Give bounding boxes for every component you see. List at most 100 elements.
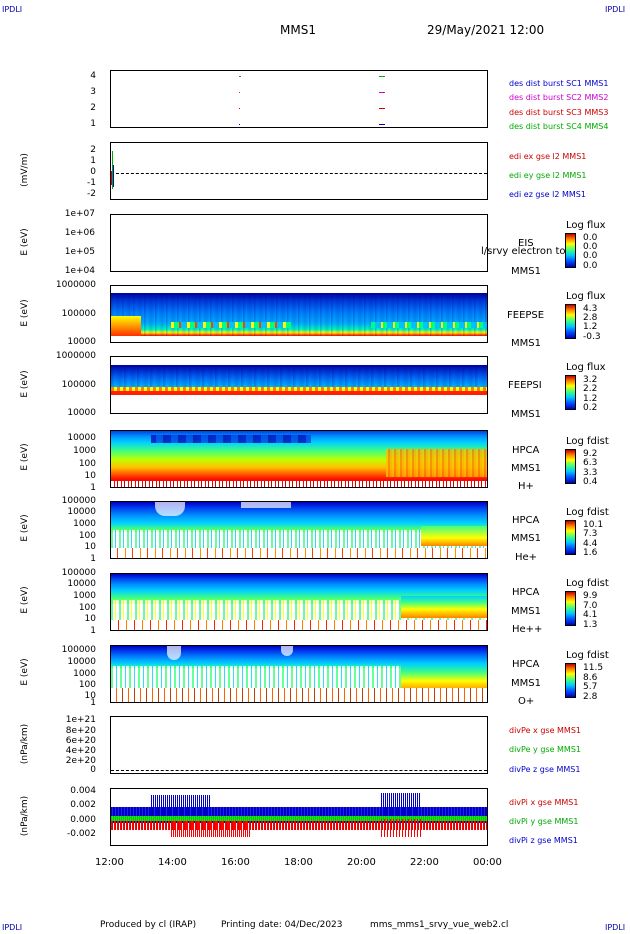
eis-side-mms: MMS1	[511, 266, 541, 277]
edi-ytick: 0	[90, 167, 96, 177]
hpca-h-cb-value: 9.2	[583, 449, 598, 459]
panel-hpca-o	[110, 645, 488, 703]
corner-label-left: IPDLI	[2, 5, 23, 14]
feepsi-cb-value: 1.2	[583, 394, 598, 404]
hpca-he-cb-value: 1.6	[583, 548, 598, 558]
hpca-o-side-mms: MMS1	[511, 678, 541, 689]
divpi-legend-item: divPi z gse MMS1	[509, 836, 578, 845]
hpca-o-cb-value: 2.8	[583, 692, 598, 702]
page-title: MMS1	[280, 23, 316, 37]
eis-side-label: EIS	[518, 238, 534, 249]
hpca-h-ytick: 10	[84, 471, 96, 481]
hpca-h-side-mms: MMS1	[511, 463, 541, 474]
feepsi-ytick: 1000000	[55, 351, 96, 361]
feepsi-side-mms: MMS1	[511, 409, 541, 420]
burst-ytick: 2	[90, 103, 96, 113]
hpca-h-ytick: 1000	[73, 446, 96, 456]
divpi-legend-item: divPi y gse MMS1	[509, 817, 579, 826]
hpca-o-colorbar-title: Log fdist	[566, 650, 609, 661]
edi-ytick: -1	[87, 178, 96, 188]
panel-burst	[110, 70, 488, 128]
footer-filename: mms_mms1_srvy_vue_web2.cl	[370, 920, 509, 930]
feepse-colorbar	[565, 304, 576, 339]
edi-ylabel: (mV/m)	[20, 153, 30, 187]
hpca-hepp-cb-value: 4.1	[583, 610, 598, 620]
hpca-he-colorbar	[565, 520, 576, 555]
hpca-o-ytick: 100	[78, 680, 96, 690]
page-datetime: 29/May/2021 12:00	[427, 23, 545, 37]
hpca-he-colorbar-title: Log fdist	[566, 507, 609, 518]
eis-ylabel: E (eV)	[20, 228, 30, 256]
eis-ytick: 1e+06	[64, 228, 95, 238]
hpca-hepp-ytick: 1000	[73, 591, 96, 601]
hpca-o-ylabel: E (eV)	[20, 658, 30, 686]
hpca-hepp-cb-value: 7.0	[583, 601, 598, 611]
burst-legend-item: des dist burst SC3 MMS3	[509, 108, 609, 117]
divpe-ytick: 1e+21	[65, 715, 96, 725]
hpca-hepp-colorbar	[565, 591, 576, 626]
eis-ytick: 1e+05	[64, 247, 95, 257]
eis-colorbar	[565, 233, 576, 268]
feepsi-colorbar	[565, 375, 576, 410]
x-tick-label: 00:00	[473, 857, 502, 868]
eis-ytick: 1e+07	[64, 209, 95, 219]
hpca-he-ylabel: E (eV)	[20, 514, 30, 542]
hpca-h-cb-value: 3.3	[583, 468, 598, 478]
hpca-he-side-mms: MMS1	[511, 533, 541, 544]
divpe-legend-item: divPe x gse MMS1	[509, 726, 581, 735]
hpca-h-ytick: 100	[78, 459, 96, 469]
hpca-hepp-side-label: HPCA	[512, 587, 540, 598]
feepse-cb-value: 2.8	[583, 313, 598, 323]
panel-eis	[110, 214, 488, 272]
panel-feepse	[110, 285, 488, 343]
hpca-he-cb-value: 4.4	[583, 539, 598, 549]
hpca-o-cb-value: 11.5	[583, 663, 604, 673]
hpca-hepp-cb-value: 9.9	[583, 591, 598, 601]
panel-hpca-hepp	[110, 573, 488, 631]
panel-divpe	[110, 716, 488, 774]
divpi-ylabel: (nPa/km)	[20, 795, 30, 837]
divpi-legend-item: divPi x gse MMS1	[509, 798, 579, 807]
feepse-ytick: 100000	[61, 309, 96, 319]
hpca-o-colorbar	[565, 663, 576, 698]
hpca-h-side-label: HPCA	[512, 445, 540, 456]
eis-cb-value: 0.0	[583, 261, 598, 271]
divpe-ylabel: (nPa/km)	[20, 723, 30, 765]
burst-ytick: 4	[90, 71, 96, 81]
hpca-hepp-ylabel: E (eV)	[20, 586, 30, 614]
corner-label-bottom-left: IPDLI	[2, 923, 23, 932]
divpe-ytick: 4e+20	[65, 746, 96, 756]
feepsi-cb-value: 2.2	[583, 384, 598, 394]
hpca-hepp-ytick: 10	[84, 614, 96, 624]
eis-colorbar-title: Log flux	[566, 220, 606, 231]
hpca-hepp-ytick: 100000	[61, 568, 96, 578]
x-tick-label: 20:00	[347, 857, 376, 868]
hpca-hepp-side-mms: MMS1	[511, 606, 541, 617]
feepse-cb-value: -0.3	[583, 332, 601, 342]
hpca-he-side-label: HPCA	[512, 515, 540, 526]
feepsi-ytick: 10000	[67, 408, 96, 418]
eis-cb-value: 0.0	[583, 233, 598, 243]
burst-legend-item: des dist burst SC1 MMS1	[509, 79, 609, 88]
hpca-he-species: He+	[515, 552, 538, 563]
feepse-ylabel: E (eV)	[20, 299, 30, 327]
divpe-ytick: 6e+20	[65, 736, 96, 746]
divpi-ytick: 0.004	[70, 786, 96, 796]
x-tick-label: 18:00	[284, 857, 313, 868]
divpe-legend-item: divPe z gse MMS1	[509, 765, 581, 774]
burst-ytick: 3	[90, 87, 96, 97]
hpca-hepp-ytick: 10000	[67, 579, 96, 589]
hpca-he-ytick: 1000	[73, 519, 96, 529]
burst-legend-item: des dist burst SC4 MMS4	[509, 122, 609, 131]
panel-hpca-h	[110, 430, 488, 488]
feepsi-ylabel: E (eV)	[20, 370, 30, 398]
feepse-side-mms: MMS1	[511, 338, 541, 349]
feepsi-ytick: 100000	[61, 380, 96, 390]
hpca-o-species: O+	[518, 696, 535, 707]
hpca-h-colorbar	[565, 449, 576, 484]
divpe-ytick: 8e+20	[65, 726, 96, 736]
hpca-h-cb-value: 0.4	[583, 477, 598, 487]
x-tick-label: 22:00	[410, 857, 439, 868]
edi-legend-item: edi ey gse l2 MMS1	[509, 171, 587, 180]
corner-label-bottom-right: IPDLI	[605, 923, 626, 932]
